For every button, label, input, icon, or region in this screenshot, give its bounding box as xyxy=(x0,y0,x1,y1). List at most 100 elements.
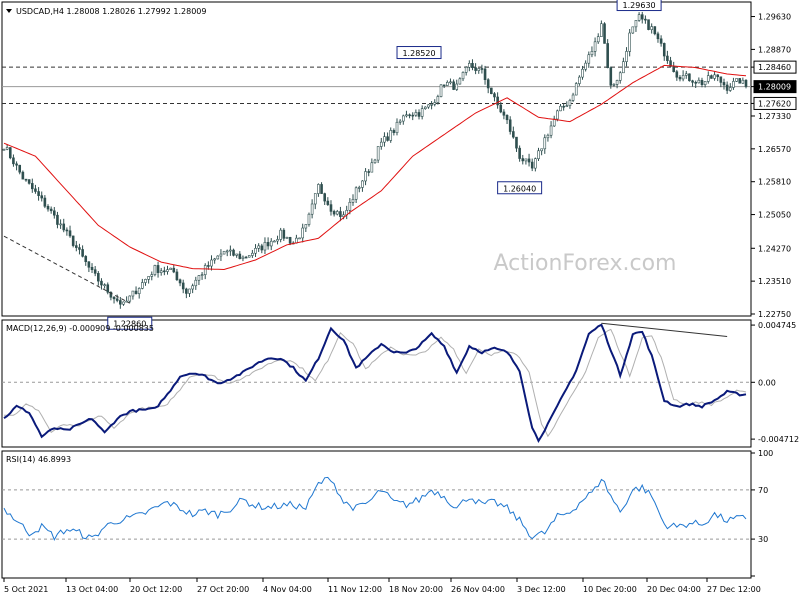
candle-body xyxy=(112,296,116,300)
candle-body xyxy=(298,237,301,240)
candle-body xyxy=(546,134,550,139)
candle-body xyxy=(590,51,594,56)
candle-body xyxy=(741,79,745,84)
candle-body xyxy=(78,247,81,250)
candle-body xyxy=(320,184,323,194)
candle-body xyxy=(263,242,267,251)
candle-body xyxy=(672,66,675,72)
price-tick-label: 1.28460 xyxy=(758,63,791,72)
rsi-series xyxy=(2,476,751,542)
candle-body xyxy=(499,104,503,113)
candle-body xyxy=(266,242,270,247)
candle-body xyxy=(524,158,528,162)
candle-body xyxy=(512,131,515,138)
candle-body xyxy=(483,68,487,80)
macd-tick-label: -0.004712 xyxy=(758,435,799,444)
candle-body xyxy=(401,115,405,122)
price-tick-label: 1.28870 xyxy=(758,45,791,54)
candle-body xyxy=(232,249,235,256)
candle-body xyxy=(468,63,471,68)
candle-body xyxy=(433,102,437,105)
candle-body xyxy=(254,247,257,254)
candle-body xyxy=(609,67,613,86)
candle-body xyxy=(502,111,506,116)
candle-body xyxy=(172,267,176,273)
candle-body xyxy=(392,130,396,133)
dropdown-triangle-icon[interactable] xyxy=(6,9,12,13)
price-tick-label: 1.25050 xyxy=(758,211,791,220)
candle-body xyxy=(97,273,100,282)
candle-body xyxy=(552,118,556,127)
candle-body xyxy=(615,80,619,85)
candle-body xyxy=(738,78,742,84)
candle-body xyxy=(703,81,707,85)
candle-body xyxy=(251,252,254,256)
candle-body xyxy=(656,33,660,40)
candle-body xyxy=(2,148,6,151)
price-tick-label: 1.22750 xyxy=(758,310,791,319)
candle-body xyxy=(213,258,216,261)
candle-body xyxy=(622,61,625,74)
x-tick-label: 20 Oct 12:00 xyxy=(130,585,182,594)
candle-body xyxy=(596,36,600,43)
candle-body xyxy=(625,51,628,62)
candle-body xyxy=(351,199,355,203)
candle-body xyxy=(46,205,50,210)
candle-body xyxy=(449,81,452,84)
candle-body xyxy=(134,290,138,294)
candle-body xyxy=(389,130,393,141)
candle-body xyxy=(722,82,726,86)
candle-body xyxy=(222,250,226,255)
candle-body xyxy=(439,84,443,97)
price-level-tag xyxy=(753,80,797,94)
candle-body xyxy=(634,20,638,28)
candle-body xyxy=(521,158,525,162)
candle-body xyxy=(411,114,415,117)
candle-body xyxy=(285,237,289,239)
price-level-tag xyxy=(753,96,797,110)
candle-body xyxy=(361,180,364,188)
candle-body xyxy=(122,301,125,305)
candle-body xyxy=(405,114,408,117)
candle-body xyxy=(273,240,276,243)
candle-body xyxy=(474,67,477,71)
x-tick-label: 11 Nov 12:00 xyxy=(328,585,382,594)
candle-body xyxy=(12,157,15,165)
candle-body xyxy=(197,275,201,281)
candle-body xyxy=(713,74,716,79)
candle-body xyxy=(354,187,358,200)
candle-body xyxy=(282,229,286,239)
candle-body xyxy=(669,60,672,67)
candle-body xyxy=(24,178,28,181)
rsi-tick-label: 70 xyxy=(758,486,768,495)
candle-body xyxy=(307,213,311,225)
candle-body xyxy=(229,249,232,252)
candle-body xyxy=(565,105,569,107)
candle-body xyxy=(131,290,135,297)
x-tick-label: 27 Oct 20:00 xyxy=(197,585,249,594)
candle-body xyxy=(169,267,172,270)
candle-body xyxy=(207,265,210,267)
price-annotation-box xyxy=(616,0,662,12)
candle-body xyxy=(662,43,666,57)
candle-body xyxy=(81,249,84,257)
candle-body xyxy=(383,136,386,143)
candle-body xyxy=(694,81,697,84)
candle-body xyxy=(103,284,106,287)
candle-body xyxy=(65,229,69,232)
candle-body xyxy=(684,73,688,76)
candle-body xyxy=(436,96,440,103)
candle-body xyxy=(732,81,735,88)
candle-body xyxy=(137,288,141,294)
candle-body xyxy=(109,291,113,298)
candle-body xyxy=(49,208,53,212)
macd-tick-label: 0.004745 xyxy=(758,321,796,330)
x-tick-label: 18 Nov 20:00 xyxy=(389,585,443,594)
candle-body xyxy=(417,112,421,117)
candle-body xyxy=(119,300,122,305)
candle-body xyxy=(56,214,59,225)
candle-body xyxy=(326,200,330,205)
candle-body xyxy=(559,105,562,112)
candle-body xyxy=(71,235,75,246)
